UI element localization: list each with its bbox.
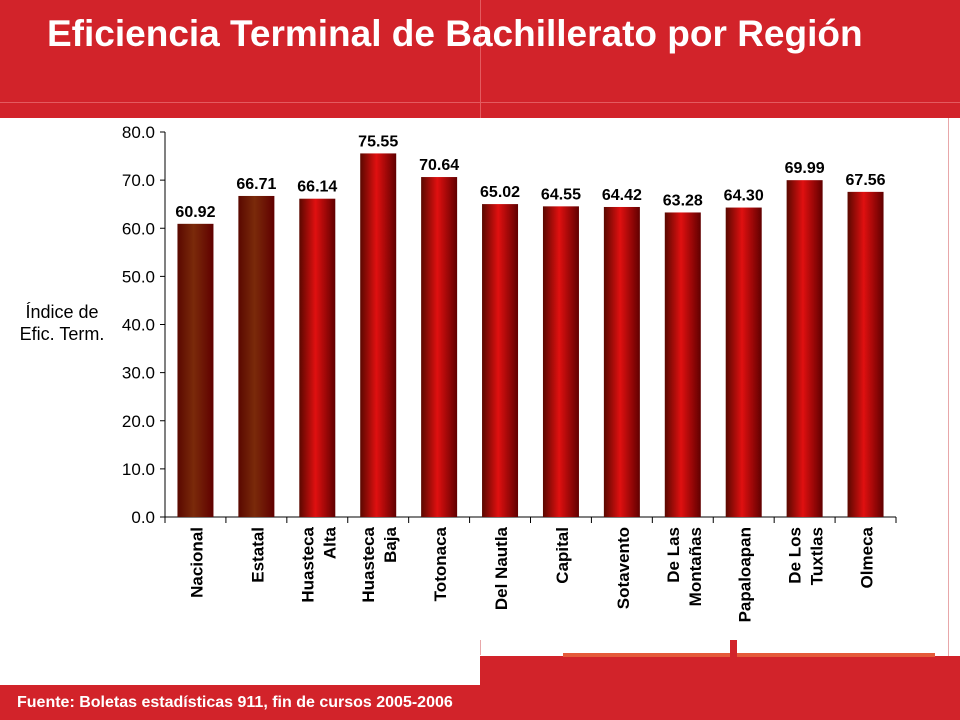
category-label-line: Totonaca [431, 526, 450, 601]
bar-value-label: 64.42 [602, 187, 642, 204]
bar [238, 195, 275, 517]
bar [299, 198, 336, 518]
category-label-line: Sotavento [614, 527, 633, 609]
category-label: Huasteca Baja [359, 526, 400, 602]
category-label-line: Olmeca [858, 526, 877, 588]
footer-bar: Fuente: Boletas estadísticas 911, fin de… [0, 685, 960, 720]
category-label-line: Estatal [248, 527, 267, 583]
y-axis-label: Índice de [25, 302, 98, 322]
y-tick-label: 0.0 [131, 508, 155, 527]
category-label-line: Alta [320, 526, 339, 559]
decor-block [563, 653, 935, 657]
y-tick-label: 20.0 [122, 412, 155, 431]
category-label: Estatal [248, 527, 267, 583]
bar-value-label: 67.56 [846, 172, 886, 189]
y-tick-label: 10.0 [122, 460, 155, 479]
bar-value-label: 63.28 [663, 192, 703, 209]
category-label-line: Huasteca [298, 526, 317, 602]
bar [786, 180, 823, 517]
category-label: Olmeca [858, 526, 877, 588]
y-tick-label: 30.0 [122, 364, 155, 383]
bar-value-label: 64.30 [724, 188, 764, 205]
category-label-line: Capital [553, 527, 572, 584]
bar-value-label: 75.55 [358, 133, 398, 150]
bar [360, 153, 397, 517]
banner-rule [0, 102, 960, 103]
category-label-line: Huasteca [359, 526, 378, 602]
bar-value-label: 69.99 [785, 160, 825, 177]
bar [603, 206, 640, 517]
bar [542, 206, 579, 517]
y-tick-label: 70.0 [122, 171, 155, 190]
category-label-line: Del Nautla [492, 526, 511, 610]
y-axis-label: Efic. Term. [20, 324, 105, 344]
accent-line [948, 118, 949, 685]
bar-value-label: 65.02 [480, 184, 520, 201]
bar [177, 223, 214, 517]
bar [421, 177, 458, 518]
category-label: Papaloapan [736, 527, 755, 622]
bar-value-label: 66.14 [297, 179, 337, 196]
category-label: De Los Tuxtlas [786, 527, 827, 585]
bar-value-label: 60.92 [175, 204, 215, 221]
bar-value-label: 64.55 [541, 186, 581, 203]
bar [664, 212, 701, 517]
y-tick-label: 40.0 [122, 316, 155, 335]
category-label: Capital [553, 527, 572, 584]
category-label-line: Baja [381, 526, 400, 562]
category-label-line: Nacional [187, 527, 206, 598]
category-label-line: De Los [786, 527, 805, 584]
bar [482, 204, 519, 517]
category-label: Nacional [187, 527, 206, 598]
page-title: Eficiencia Terminal de Bachillerato por … [47, 13, 863, 54]
category-label: Totonaca [431, 526, 450, 601]
bar [725, 207, 762, 517]
banner-divider [480, 0, 481, 118]
category-label-line: Papaloapan [736, 527, 755, 622]
y-tick-label: 60.0 [122, 219, 155, 238]
category-label: Huasteca Alta [298, 526, 339, 602]
category-label: Del Nautla [492, 526, 511, 610]
category-label: De Las Montañas [664, 527, 705, 606]
category-label-line: De Las [664, 527, 683, 583]
bar [847, 191, 884, 517]
title-banner: Eficiencia Terminal de Bachillerato por … [0, 0, 960, 118]
category-label-line: Tuxtlas [808, 527, 827, 585]
category-label: Sotavento [614, 527, 633, 609]
decor-block [730, 640, 737, 658]
accent-line [480, 640, 481, 655]
decor-block [480, 656, 960, 685]
bar-value-label: 66.71 [236, 176, 276, 193]
category-label-line: Montañas [686, 527, 705, 606]
source-note: Fuente: Boletas estadísticas 911, fin de… [17, 694, 453, 711]
y-tick-label: 50.0 [122, 267, 155, 286]
y-tick-label: 80.0 [122, 123, 155, 142]
bar-value-label: 70.64 [419, 157, 459, 174]
